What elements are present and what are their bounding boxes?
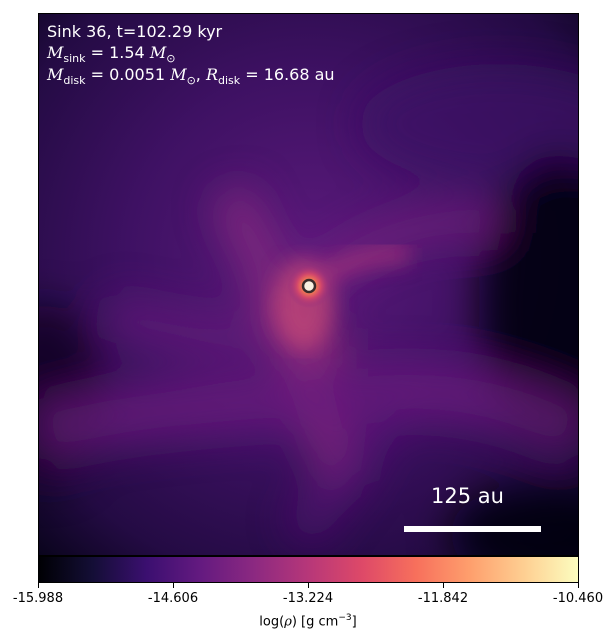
colorbar-tick — [38, 583, 39, 588]
colorbar-tick — [443, 583, 444, 588]
scalebar — [404, 526, 541, 532]
density-image — [39, 14, 578, 555]
colorbar-tick-label: -11.842 — [417, 591, 469, 606]
colorbar-title: log(ρ) [g cm−3] — [259, 613, 357, 630]
sink-time-label: Sink 36, t=102.29 kyr — [47, 22, 223, 41]
colorbar-tick — [578, 583, 579, 588]
colorbar-tick-label: -10.460 — [552, 591, 604, 606]
sink-mass-label: Msink = 1.54 M⊙ — [47, 43, 176, 66]
density-map: Sink 36, t=102.29 kyr Msink = 1.54 M⊙ Md… — [38, 13, 579, 556]
sink-marker — [301, 278, 317, 294]
colorbar-tick-label: -14.606 — [147, 591, 199, 606]
scalebar-label: 125 au — [431, 484, 504, 508]
colorbar-tick-label: -15.988 — [12, 591, 64, 606]
colorbar — [38, 556, 579, 583]
colorbar-tick-label: -13.224 — [282, 591, 334, 606]
colorbar-tick — [173, 583, 174, 588]
filaments — [39, 64, 578, 555]
colorbar-tick — [308, 583, 309, 588]
disk-mass-label: Mdisk = 0.0051 M⊙, Rdisk = 16.68 au — [47, 65, 335, 88]
